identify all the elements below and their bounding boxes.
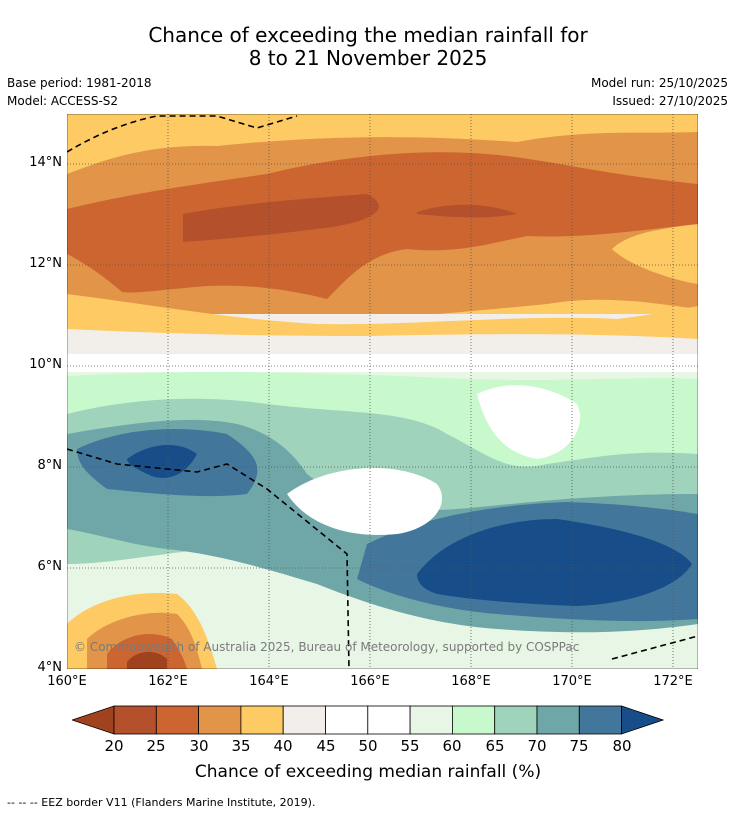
colorbar-20-25 xyxy=(113,705,157,735)
model-run: Model run: 25/10/2025 xyxy=(590,76,728,90)
colorbar-35-40 xyxy=(240,705,284,735)
lat-label-4: 4°N xyxy=(37,660,63,675)
colorbar-tick-60: 60 xyxy=(442,737,462,755)
meta-left: Base period: 1981-2018 Model: ACCESS-S2 xyxy=(7,74,152,110)
meta-right: Model run: 25/10/2025 Issued: 27/10/2025 xyxy=(591,74,728,110)
colorbar xyxy=(72,705,664,735)
band-south-20 xyxy=(127,651,167,669)
contour-fill xyxy=(67,114,698,669)
band-above-80b xyxy=(417,519,692,606)
model-name: Model: ACCESS-S2 xyxy=(7,94,119,108)
lon-label-168: 168°E xyxy=(451,674,491,689)
lon-label-160: 160°E xyxy=(47,674,87,689)
colorbar-65-70 xyxy=(494,705,538,735)
colorbar-30-35 xyxy=(198,705,242,735)
lat-label-8: 8°N xyxy=(37,458,63,473)
colorbar-75-80 xyxy=(578,705,622,735)
band-25-30 xyxy=(67,152,698,299)
colorbar-25-30 xyxy=(155,705,200,735)
copyright-text: © Commonwealth of Australia 2025, Bureau… xyxy=(74,640,580,654)
colorbar-tick-35: 35 xyxy=(231,737,251,755)
issued-date: Issued: 27/10/2025 xyxy=(612,94,728,108)
colorbar-tick-45: 45 xyxy=(316,737,336,755)
colorbar-low-arrow xyxy=(72,705,115,735)
band-40-45-edge xyxy=(67,294,698,339)
colorbar-tick-80: 80 xyxy=(612,737,632,755)
title-line-1: Chance of exceeding the median rainfall … xyxy=(148,23,588,47)
lat-label-12: 12°N xyxy=(29,256,62,271)
colorbar-title: Chance of exceeding median rainfall (%) xyxy=(194,762,542,782)
band-20-25b xyxy=(417,204,517,218)
band-white-east xyxy=(477,385,581,459)
lon-label-170: 170°E xyxy=(552,674,592,689)
colorbar-high-arrow xyxy=(621,705,664,735)
colorbar-40-45 xyxy=(282,705,326,735)
lon-label-172: 172°E xyxy=(653,674,693,689)
colorbar-tick-55: 55 xyxy=(400,737,420,755)
band-20-25 xyxy=(183,194,379,242)
colorbar-tick-20: 20 xyxy=(104,737,124,755)
eez-line-center xyxy=(67,448,350,669)
lat-label-14: 14°N xyxy=(29,155,62,170)
rainfall-map xyxy=(67,114,698,669)
eez-border xyxy=(67,115,698,669)
footer-eez-note: -- -- -- EEZ border V11 (Flanders Marine… xyxy=(7,796,316,809)
lat-label-10: 10°N xyxy=(29,357,62,372)
lon-label-164: 164°E xyxy=(249,674,289,689)
lat-label-6: 6°N xyxy=(37,559,63,574)
title-line-2: 8 to 21 November 2025 xyxy=(248,46,488,70)
band-white-center xyxy=(287,467,443,535)
colorbar-tick-65: 65 xyxy=(485,737,505,755)
colorbar-tick-50: 50 xyxy=(358,737,378,755)
colorbar-50-55 xyxy=(367,705,411,735)
colorbar-60-65 xyxy=(451,705,496,735)
base-period: Base period: 1981-2018 xyxy=(7,76,152,90)
lon-label-162: 162°E xyxy=(148,674,188,689)
colorbar-tick-70: 70 xyxy=(527,737,547,755)
eez-line-north xyxy=(67,115,298,153)
colorbar-tick-40: 40 xyxy=(273,737,293,755)
colorbar-55-60 xyxy=(409,705,453,735)
colorbar-45-50 xyxy=(325,705,369,735)
colorbar-70-75 xyxy=(536,705,580,735)
graticule xyxy=(67,114,698,669)
colorbar-tick-30: 30 xyxy=(189,737,209,755)
colorbar-tick-25: 25 xyxy=(146,737,166,755)
lon-label-166: 166°E xyxy=(350,674,390,689)
eez-line-southeast xyxy=(611,635,698,660)
colorbar-tick-75: 75 xyxy=(569,737,589,755)
